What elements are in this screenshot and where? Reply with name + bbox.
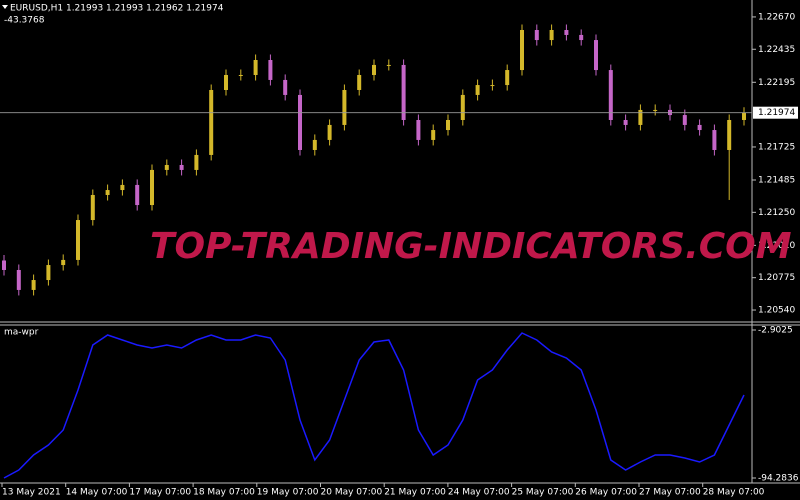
x-tick-label: 17 May 07:00 [129,488,191,498]
y-tick-label: 1.21485 [758,175,795,185]
candle-body [135,184,140,206]
candle-body [742,112,746,120]
candle-body [342,89,347,125]
x-tick-label: 19 May 07:00 [257,488,319,498]
indicator-line [3,332,745,479]
y-tick-label: 1.21250 [758,208,795,218]
candle-body [431,130,436,140]
y-tick-label: 1.22435 [758,45,795,55]
candle-body [61,259,66,266]
candle-body [534,29,539,41]
x-tick-label: 27 May 07:00 [639,488,701,498]
x-tick-label: 13 May 2021 [2,488,61,498]
candle-body [16,269,21,290]
header-arrow [2,5,8,9]
x-tick-label: 14 May 07:00 [66,488,128,498]
candle-body [712,130,717,150]
candle-body [253,59,258,75]
candle-body [150,169,154,206]
y-tick-label: 1.22195 [758,78,795,88]
candle-body [312,139,317,150]
candle-body [46,265,51,281]
candle-body [372,64,376,75]
candle-body [475,85,480,95]
y-tick-label: -94.2836 [758,474,799,484]
chart-header: EURUSD,H1 1.21993 1.21993 1.21962 1.2197… [10,4,224,14]
candle-body [505,70,510,86]
candle-body [327,124,332,140]
candle-body [209,89,214,155]
watermark: TOP-TRADING-INDICATORS.COM [150,226,792,267]
candle-body [549,29,554,41]
x-tick-label: 24 May 07:00 [448,488,510,498]
indicator-value: -43.3768 [4,16,45,26]
candle-body [608,70,613,120]
candle-body [520,29,524,71]
candle-body [638,109,643,125]
candle-body [179,164,184,170]
candle-body [386,64,391,66]
candle-body [697,124,702,131]
y-tick-label: 1.20540 [758,306,795,316]
candle-body [490,85,495,87]
x-tick-label: 18 May 07:00 [193,488,255,498]
y-tick-label: 1.20775 [758,273,795,283]
candle-body [164,164,169,170]
candle-body [238,74,243,76]
candle-body [268,59,273,80]
last-price-label: 1.21974 [758,108,795,118]
x-tick-label: 20 May 07:00 [321,488,383,498]
candle-body [105,190,110,195]
candle-body [594,40,598,71]
candle-body [283,79,288,95]
candle-body [579,34,584,41]
candle-body [416,119,421,140]
indicator-name: ma-wpr [4,328,39,338]
y-tick-label: 1.22670 [758,12,795,22]
candle-body [298,94,302,150]
y-tick-label: -2.9025 [758,326,793,336]
candle-body [31,280,36,290]
candle-body [194,154,199,170]
candle-body [2,260,6,270]
x-tick-label: 26 May 07:00 [575,488,637,498]
candle-body [90,194,95,221]
candle-body [76,220,80,260]
candle-body [357,74,362,90]
candle-body [682,115,687,125]
x-tick-label: 25 May 07:00 [512,488,574,498]
x-tick-label: 21 May 07:00 [384,488,446,498]
candle-body [564,29,569,35]
candle-body [727,119,732,150]
candle-body [446,119,450,131]
y-tick-label: 1.21725 [758,142,795,152]
candle-body [653,109,658,111]
candle-body [401,64,406,120]
candle-body [224,74,228,90]
x-tick-label: 28 May 07:00 [703,488,765,498]
y-tick-label: 1.21010 [758,241,795,251]
last-price-box [753,106,798,119]
candle-body [120,184,125,191]
candle-body [623,119,628,125]
candle-body [460,94,465,120]
